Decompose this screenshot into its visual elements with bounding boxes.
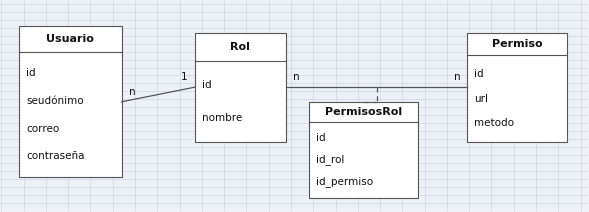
Text: Usuario: Usuario	[47, 35, 94, 45]
Text: id: id	[202, 80, 211, 91]
Text: nombre: nombre	[202, 113, 242, 123]
Text: contraseña: contraseña	[26, 151, 84, 161]
Text: metodo: metodo	[475, 118, 514, 128]
Text: PermisosRol: PermisosRol	[325, 107, 402, 117]
Text: correo: correo	[26, 124, 59, 134]
Text: 1: 1	[181, 72, 188, 82]
Bar	[468, 33, 567, 142]
Bar	[19, 26, 121, 177]
Text: seudónimo: seudónimo	[26, 96, 84, 106]
Text: Rol: Rol	[230, 42, 250, 52]
Text: n: n	[293, 72, 300, 82]
Text: id: id	[26, 68, 36, 78]
Text: id_permiso: id_permiso	[316, 176, 373, 187]
Bar	[309, 102, 418, 198]
Text: Permiso: Permiso	[492, 39, 542, 49]
Text: id: id	[316, 133, 326, 143]
Text: id_rol: id_rol	[316, 155, 345, 165]
Text: n: n	[129, 86, 135, 97]
Bar	[195, 33, 286, 142]
Text: url: url	[475, 93, 488, 103]
Text: n: n	[454, 72, 460, 82]
Text: id: id	[475, 69, 484, 79]
